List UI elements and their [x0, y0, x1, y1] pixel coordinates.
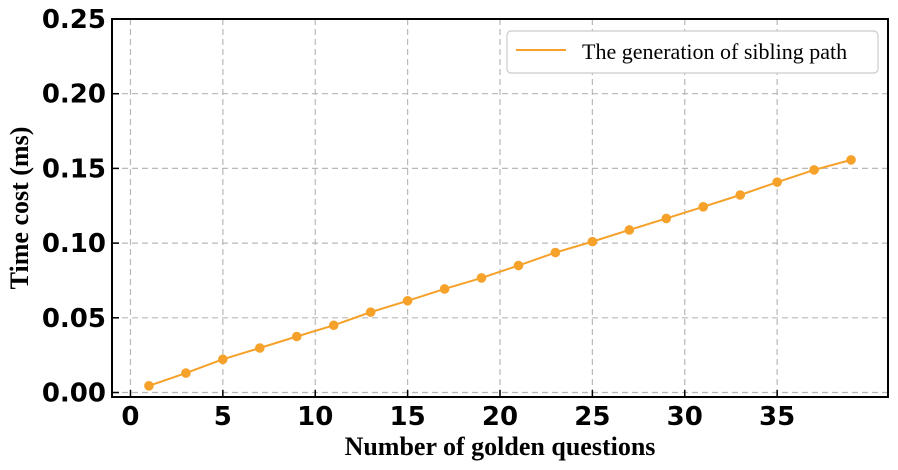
x-tick-label: 20 [482, 402, 518, 432]
legend-entry: The generation of sibling path [582, 39, 847, 64]
y-tick-label: 0.25 [42, 5, 106, 35]
data-point [476, 273, 487, 283]
y-tick-label: 0.05 [42, 304, 106, 334]
data-point [661, 213, 672, 224]
data-point [624, 225, 635, 235]
data-point [144, 380, 154, 391]
data-point [181, 368, 191, 378]
x-tick-label: 30 [667, 402, 703, 432]
x-tick-label: 5 [214, 402, 232, 432]
data-point [328, 320, 339, 331]
data-point [218, 354, 228, 365]
x-tick-label: 35 [759, 402, 795, 432]
y-tick-label: 0.20 [42, 80, 106, 110]
data-point [439, 284, 450, 294]
grid [112, 18, 888, 397]
y-tick-label: 0.15 [42, 154, 106, 184]
series-layer [144, 155, 856, 391]
data-point [772, 177, 782, 187]
data-point [698, 202, 709, 212]
series-line [148, 158, 852, 387]
data-point [402, 295, 413, 306]
data-point [809, 165, 819, 175]
data-point [365, 307, 376, 317]
x-tick-label: 10 [297, 402, 333, 432]
y-tick-label: 0.10 [42, 229, 106, 259]
x-tick-label: 25 [574, 402, 610, 432]
legend-box [506, 30, 879, 74]
data-point [255, 343, 265, 353]
data-point [550, 247, 561, 258]
data-point [735, 190, 745, 200]
y-axis: 0.00 0.05 0.10 0.15 0.20 0.25 [42, 5, 119, 409]
x-axis: 0 5 10 15 20 25 30 35 [121, 390, 795, 432]
x-axis-label: Number of golden questions [345, 432, 656, 461]
data-point [513, 260, 524, 271]
data-point [291, 331, 302, 342]
x-tick-label: 15 [390, 402, 426, 432]
y-tick-label: 0.00 [42, 379, 106, 409]
legend: The generation of sibling path [506, 30, 879, 74]
data-point [846, 155, 856, 165]
x-tick-label: 0 [121, 402, 139, 432]
data-point [587, 236, 598, 247]
y-axis-label: Time cost (ms) [5, 127, 34, 290]
